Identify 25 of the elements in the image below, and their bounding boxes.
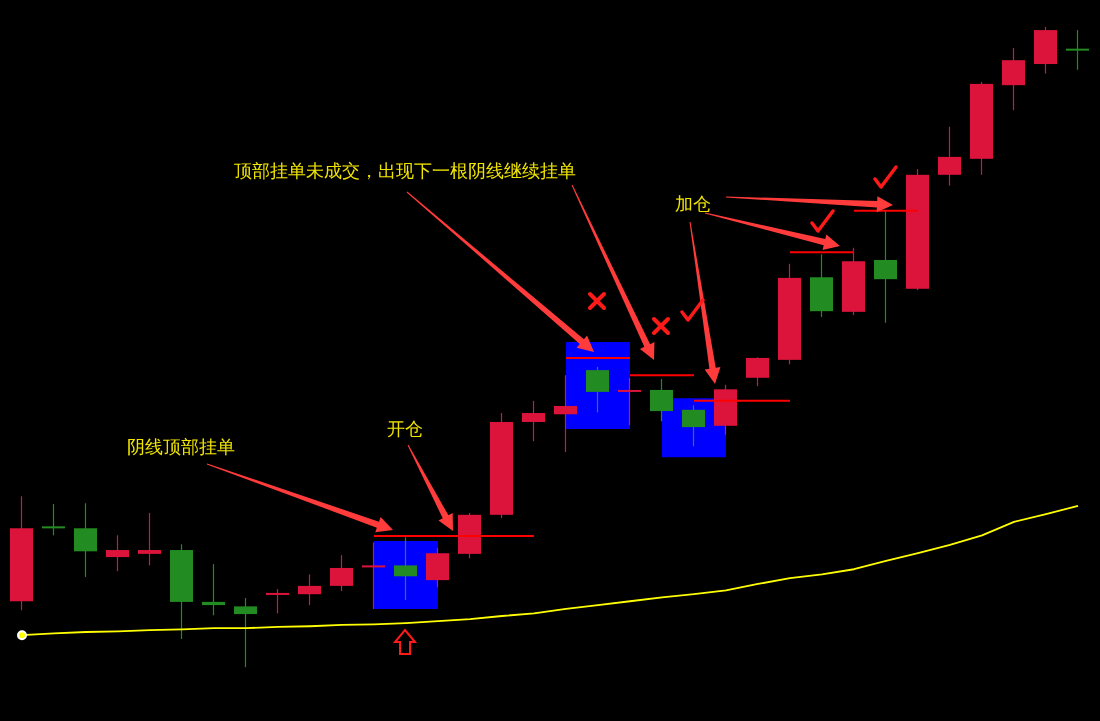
- candlestick: [266, 588, 289, 615]
- candlestick: [650, 378, 673, 422]
- annotation: 开仓: [387, 418, 423, 439]
- candlestick: [42, 503, 65, 536]
- candlestick: [746, 356, 769, 387]
- annotation: 加仓: [675, 193, 711, 214]
- candlestick: [874, 210, 897, 324]
- candlestick: [394, 536, 417, 601]
- candlestick: [74, 502, 97, 578]
- candlestick: [330, 554, 353, 592]
- candlestick: [522, 400, 545, 442]
- annotation: 顶部挂单未成交，出现下一根阴线继续挂单: [234, 160, 576, 181]
- candlestick: [586, 366, 609, 413]
- candlestick: [298, 573, 321, 606]
- candlestick: [618, 377, 641, 426]
- candlestick: [938, 126, 961, 187]
- candlestick: [1066, 29, 1089, 71]
- candlestick: [554, 374, 577, 453]
- candlestick: [202, 563, 225, 616]
- annotation: 阴线顶部挂单: [127, 436, 235, 457]
- candlestick: [682, 404, 705, 447]
- candlestick: [234, 597, 257, 668]
- candlestick: [362, 541, 385, 610]
- candlestick: [138, 512, 161, 566]
- candlestick: [106, 534, 129, 572]
